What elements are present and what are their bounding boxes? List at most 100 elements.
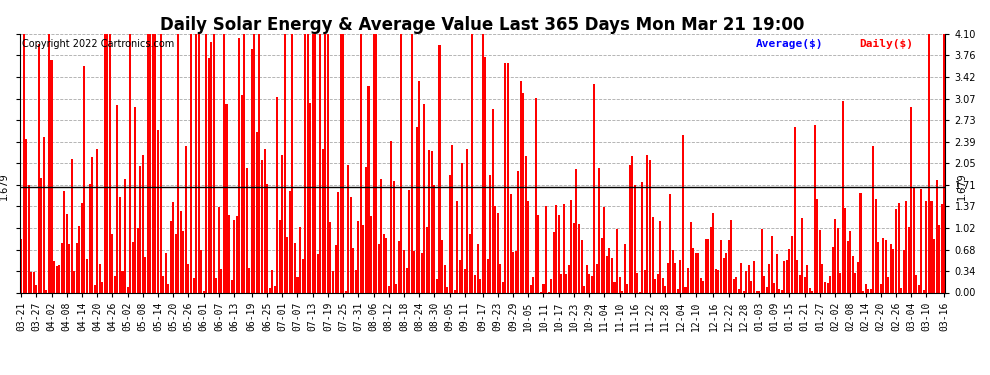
Bar	[286, 237, 288, 292]
Bar	[552, 232, 554, 292]
Bar	[616, 230, 618, 292]
Bar	[375, 34, 377, 292]
Bar	[101, 282, 103, 292]
Bar	[421, 253, 423, 292]
Bar	[385, 238, 387, 292]
Bar	[255, 132, 258, 292]
Bar	[933, 240, 935, 292]
Bar	[187, 264, 189, 292]
Bar	[515, 252, 517, 292]
Bar	[239, 38, 241, 292]
Bar	[713, 213, 715, 292]
Bar	[499, 264, 501, 292]
Bar	[109, 34, 111, 292]
Bar	[510, 194, 512, 292]
Bar	[649, 160, 651, 292]
Bar	[723, 258, 725, 292]
Bar	[418, 81, 420, 292]
Bar	[695, 253, 697, 292]
Bar	[742, 291, 744, 292]
Bar	[684, 287, 686, 292]
Bar	[205, 34, 207, 292]
Bar	[928, 34, 930, 292]
Bar	[431, 151, 433, 292]
Bar	[796, 260, 798, 292]
Bar	[895, 209, 897, 292]
Bar	[299, 227, 301, 292]
Bar	[78, 226, 80, 292]
Bar	[573, 223, 575, 292]
Bar	[903, 250, 905, 292]
Bar	[190, 34, 192, 292]
Bar	[892, 249, 895, 292]
Bar	[898, 203, 900, 292]
Bar	[114, 276, 116, 292]
Bar	[248, 268, 250, 292]
Bar	[464, 269, 466, 292]
Bar	[656, 274, 658, 292]
Bar	[586, 265, 588, 292]
Bar	[469, 234, 471, 292]
Bar	[365, 167, 367, 292]
Bar	[606, 256, 608, 292]
Bar	[135, 107, 137, 292]
Bar	[528, 201, 530, 292]
Bar	[88, 184, 90, 292]
Bar	[690, 222, 692, 292]
Bar	[916, 275, 918, 292]
Bar	[720, 240, 722, 292]
Bar	[203, 291, 205, 292]
Bar	[456, 201, 458, 292]
Bar	[697, 253, 699, 292]
Bar	[885, 240, 887, 292]
Bar	[390, 141, 392, 292]
Bar	[778, 289, 780, 292]
Bar	[619, 276, 621, 292]
Bar	[837, 228, 839, 292]
Bar	[646, 155, 648, 292]
Bar	[244, 34, 246, 292]
Bar	[844, 208, 846, 292]
Bar	[575, 169, 577, 292]
Text: Daily($): Daily($)	[859, 39, 914, 49]
Bar	[578, 224, 580, 292]
Bar	[289, 191, 291, 292]
Bar	[634, 184, 636, 292]
Bar	[330, 222, 332, 292]
Bar	[840, 273, 842, 292]
Bar	[710, 227, 712, 292]
Bar	[550, 279, 552, 292]
Bar	[755, 291, 757, 292]
Bar	[175, 234, 177, 292]
Bar	[474, 275, 476, 292]
Bar	[872, 146, 874, 292]
Bar	[99, 264, 101, 292]
Bar	[261, 160, 263, 292]
Bar	[842, 101, 843, 292]
Bar	[851, 256, 854, 292]
Bar	[786, 260, 788, 292]
Bar	[167, 284, 169, 292]
Bar	[783, 261, 785, 292]
Bar	[383, 234, 385, 292]
Bar	[149, 34, 151, 292]
Bar	[36, 285, 38, 292]
Bar	[705, 238, 707, 292]
Bar	[811, 291, 814, 292]
Bar	[360, 34, 362, 292]
Bar	[887, 277, 889, 292]
Bar	[436, 279, 438, 292]
Bar	[849, 231, 851, 292]
Bar	[507, 63, 509, 292]
Bar	[218, 207, 220, 292]
Bar	[867, 289, 869, 292]
Bar	[940, 204, 942, 292]
Bar	[555, 205, 557, 292]
Bar	[687, 268, 689, 292]
Bar	[621, 291, 623, 292]
Bar	[23, 34, 25, 292]
Bar	[20, 239, 22, 292]
Bar	[725, 253, 727, 292]
Bar	[624, 244, 626, 292]
Bar	[632, 156, 634, 292]
